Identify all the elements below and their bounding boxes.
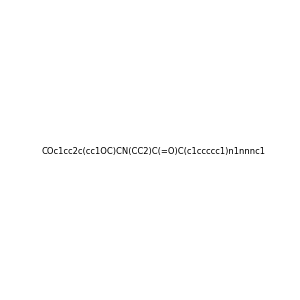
Text: COc1cc2c(cc1OC)CN(CC2)C(=O)C(c1ccccc1)n1nnnc1: COc1cc2c(cc1OC)CN(CC2)C(=O)C(c1ccccc1)n1… bbox=[42, 147, 266, 156]
